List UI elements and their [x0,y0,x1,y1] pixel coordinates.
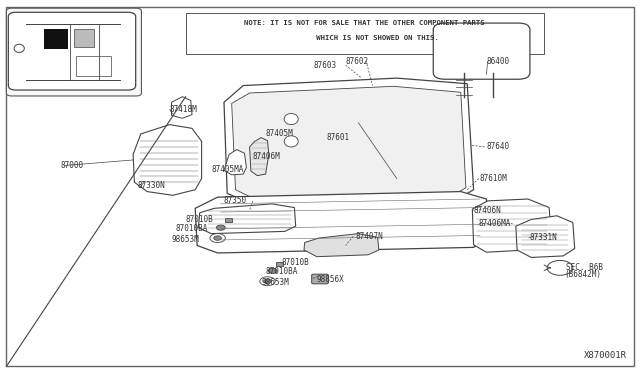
Polygon shape [516,216,575,257]
Text: 87406MA: 87406MA [479,219,511,228]
Polygon shape [224,150,246,175]
Text: 98653M: 98653M [261,278,289,287]
Circle shape [264,279,271,283]
Circle shape [210,234,225,243]
Polygon shape [172,97,192,118]
Circle shape [216,225,225,230]
Text: 98856X: 98856X [317,275,344,283]
Text: 87640: 87640 [486,142,509,151]
Polygon shape [304,234,379,257]
Polygon shape [195,192,488,253]
Text: 87331N: 87331N [530,233,557,242]
Text: 87010B: 87010B [282,258,309,267]
Text: WHICH IS NOT SHOWED ON THIS.: WHICH IS NOT SHOWED ON THIS. [291,35,439,41]
FancyBboxPatch shape [312,274,328,284]
Text: 87010BA: 87010BA [176,224,209,233]
Polygon shape [224,78,474,203]
Text: 87603: 87603 [314,61,337,70]
Text: 87406M: 87406M [253,152,280,161]
Text: 87601: 87601 [326,133,349,142]
Text: 87407N: 87407N [355,232,383,241]
Text: 87610M: 87610M [480,174,508,183]
Text: 86400: 86400 [486,57,509,66]
Ellipse shape [14,44,24,52]
Circle shape [214,236,221,240]
Text: 87405MA: 87405MA [211,165,244,174]
Text: 87602: 87602 [346,57,369,66]
Polygon shape [472,199,552,252]
Polygon shape [232,86,466,199]
Text: (B6842M): (B6842M) [564,270,602,279]
Text: 87418M: 87418M [170,105,197,114]
Bar [225,218,232,222]
Polygon shape [250,138,269,176]
Bar [276,262,283,266]
FancyBboxPatch shape [6,8,141,96]
Text: 87010B: 87010B [186,215,213,224]
FancyBboxPatch shape [8,12,136,90]
Text: 87405M: 87405M [266,129,293,138]
Text: 87406N: 87406N [474,206,501,215]
Text: SEC. B6B: SEC. B6B [566,263,604,272]
FancyBboxPatch shape [433,23,530,79]
Text: 98653M: 98653M [172,235,199,244]
Circle shape [547,260,573,275]
Text: 87000: 87000 [61,161,84,170]
Circle shape [268,268,277,273]
Bar [74,29,94,47]
Ellipse shape [284,136,298,147]
Polygon shape [133,125,202,195]
Bar [186,13,544,54]
Text: 87010BA: 87010BA [266,267,298,276]
Circle shape [260,277,275,286]
Text: 87350: 87350 [224,196,247,205]
Polygon shape [198,204,296,234]
Text: 87330N: 87330N [138,182,165,190]
Ellipse shape [284,113,298,125]
Bar [44,29,68,49]
Text: X870001R: X870001R [584,351,627,360]
Bar [76,56,111,76]
Text: NOTE: IT IS NOT FOR SALE THAT THE OTHER COMPONENT PARTS: NOTE: IT IS NOT FOR SALE THAT THE OTHER … [244,20,485,26]
